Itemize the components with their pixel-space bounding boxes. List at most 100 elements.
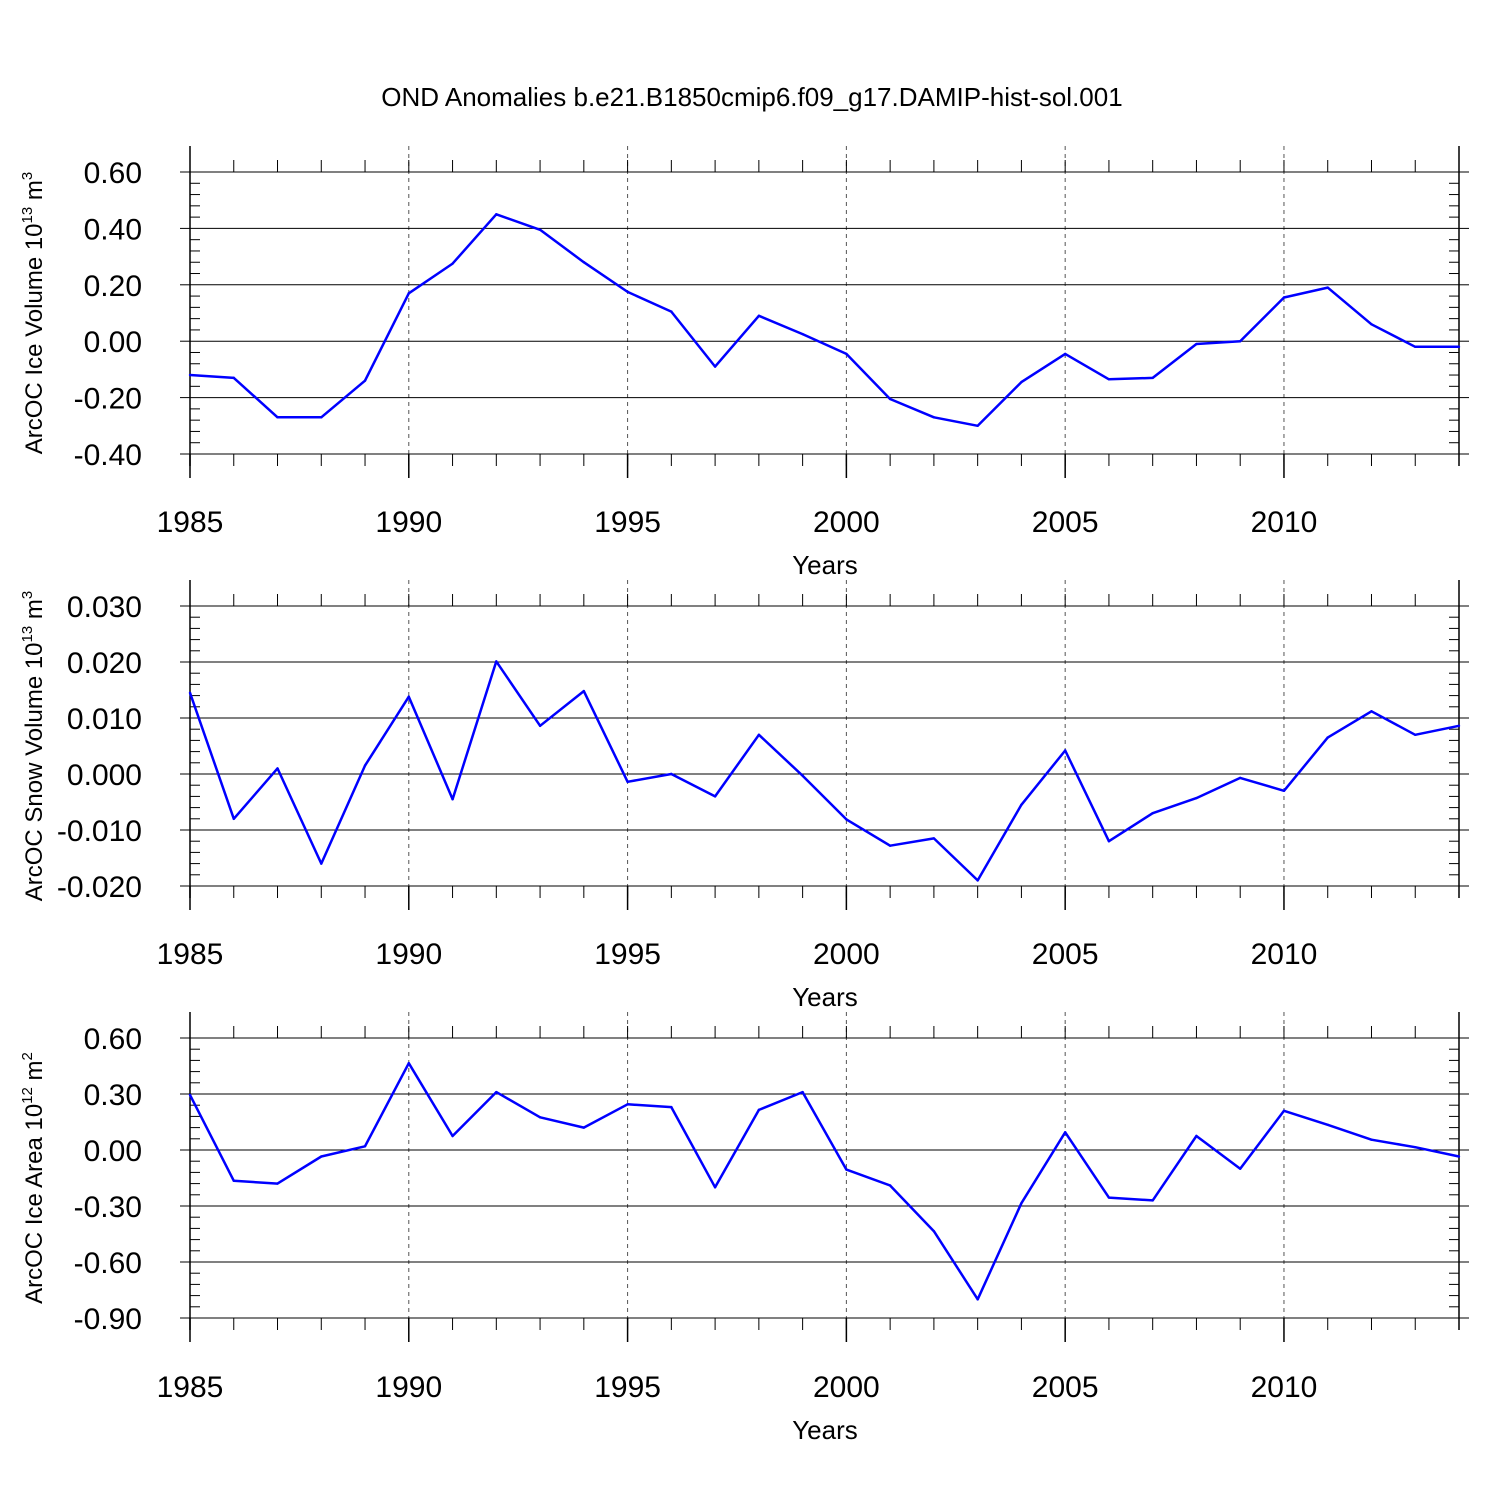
data-point <box>320 416 323 419</box>
y-axis-label-unit: m <box>21 180 48 207</box>
data-point <box>713 365 717 368</box>
x-axis-label: Years <box>792 1415 858 1445</box>
x-tick-label: 1990 <box>375 938 442 971</box>
x-tick-label: 2005 <box>1032 1371 1099 1404</box>
data-point <box>582 1126 586 1129</box>
data-point <box>976 424 979 427</box>
data-point <box>670 1105 673 1109</box>
y-axis-label: ArcOC Snow Volume 1013 m3 <box>19 591 48 902</box>
series-line <box>189 213 1459 428</box>
data-point <box>1282 1109 1286 1113</box>
y-tick-label: 0.030 <box>67 591 142 624</box>
y-axis-label-text: ArcOC Ice Volume 10 <box>21 223 48 454</box>
y-axis-label-unit: m <box>21 1060 48 1087</box>
data-point <box>232 817 235 820</box>
x-tick-label: 2010 <box>1251 506 1318 539</box>
x-tick-label: 1990 <box>375 506 442 539</box>
x-tick-label: 1995 <box>594 938 661 971</box>
y-axis-label-text: ArcOC Snow Volume 10 <box>21 642 48 901</box>
y-tick-label: -0.20 <box>74 383 142 416</box>
y-tick-label: 0.60 <box>84 1023 142 1056</box>
data-point <box>845 1168 848 1171</box>
y-tick-label: -0.30 <box>74 1191 142 1224</box>
data-point <box>407 1062 410 1065</box>
data-point <box>451 1134 454 1138</box>
y-axis-label-unit: m <box>21 599 48 626</box>
x-tick-label: 2010 <box>1251 938 1318 971</box>
y-axis-label-unit-exp: 3 <box>19 591 36 599</box>
data-point <box>320 1155 323 1158</box>
x-axis-label: Years <box>792 982 858 1012</box>
y-axis-label-exp: 13 <box>19 207 36 224</box>
x-tick-label: 1995 <box>594 506 661 539</box>
data-point <box>670 772 673 776</box>
y-tick-label: 0.020 <box>67 647 142 680</box>
data-point <box>407 292 410 295</box>
data-point <box>757 1108 761 1112</box>
y-axis-label: ArcOC Ice Volume 1013 m3 <box>19 172 48 454</box>
y-tick-label: 0.00 <box>84 326 142 359</box>
series-line <box>188 660 1460 882</box>
data-point <box>976 879 979 882</box>
y-tick-label: -0.60 <box>74 1247 142 1280</box>
x-tick-label: 1985 <box>157 506 224 539</box>
data-point <box>1020 1202 1023 1205</box>
data-point <box>801 774 804 777</box>
data-point <box>538 1116 542 1119</box>
y-tick-label: -0.020 <box>57 871 142 904</box>
data-point <box>1457 345 1461 349</box>
y-tick-label: 0.00 <box>84 1135 142 1168</box>
data-point <box>276 416 279 419</box>
y-axis-label: ArcOC Ice Area 1012 m2 <box>19 1052 48 1304</box>
data-point <box>976 1298 979 1301</box>
y-axis-label-unit-exp: 3 <box>19 172 36 180</box>
x-tick-label: 2005 <box>1032 938 1099 971</box>
y-tick-label: 0.40 <box>84 213 142 246</box>
x-tick-label: 2000 <box>813 506 880 539</box>
series-line <box>188 1061 1460 1301</box>
data-point <box>1107 1196 1111 1199</box>
data-point <box>1239 1167 1242 1170</box>
data-point <box>1107 840 1111 843</box>
y-axis-label-exp: 13 <box>19 626 36 643</box>
data-point <box>407 695 410 698</box>
data-point <box>1370 710 1373 713</box>
panel-2: -0.020 -0.010 0.000 0.010 0.020 0.030 1985 1990… <box>19 580 1469 1012</box>
data-point <box>757 733 761 736</box>
data-point <box>626 780 629 784</box>
y-tick-label: -0.40 <box>74 439 142 472</box>
y-tick-label: 0.010 <box>67 703 142 736</box>
x-tick-label: 2000 <box>813 1371 880 1404</box>
data-point <box>582 689 586 693</box>
data-point <box>1457 1155 1461 1158</box>
data-point <box>1370 1138 1373 1141</box>
data-point <box>451 262 454 265</box>
y-tick-label: 0.000 <box>67 759 142 792</box>
data-point <box>495 1090 498 1094</box>
y-tick-label: 0.60 <box>84 157 142 190</box>
data-point <box>1326 1123 1329 1127</box>
data-point <box>451 798 454 801</box>
data-point <box>626 290 629 294</box>
data-point <box>188 373 192 377</box>
data-point <box>1414 1146 1417 1149</box>
x-tick-label: 2000 <box>813 938 880 971</box>
data-point <box>713 1186 717 1189</box>
data-point <box>1370 323 1373 326</box>
y-axis-label-text: ArcOC Ice Area 10 <box>21 1104 48 1304</box>
y-axis-label-unit-exp: 2 <box>19 1052 36 1060</box>
data-point <box>1063 352 1067 356</box>
x-axis-label: Years <box>792 550 858 580</box>
data-point <box>1151 1199 1154 1202</box>
data-point <box>1239 776 1242 780</box>
data-point <box>363 764 367 767</box>
data-point <box>1151 376 1154 380</box>
y-tick-label: -0.90 <box>74 1303 142 1336</box>
data-point <box>188 1093 192 1097</box>
y-tick-label: -0.010 <box>57 815 142 848</box>
data-point <box>1326 736 1329 739</box>
data-point <box>188 691 192 694</box>
x-tick-label: 1990 <box>375 1371 442 1404</box>
data-point <box>888 1184 892 1187</box>
data-point <box>276 1182 279 1185</box>
